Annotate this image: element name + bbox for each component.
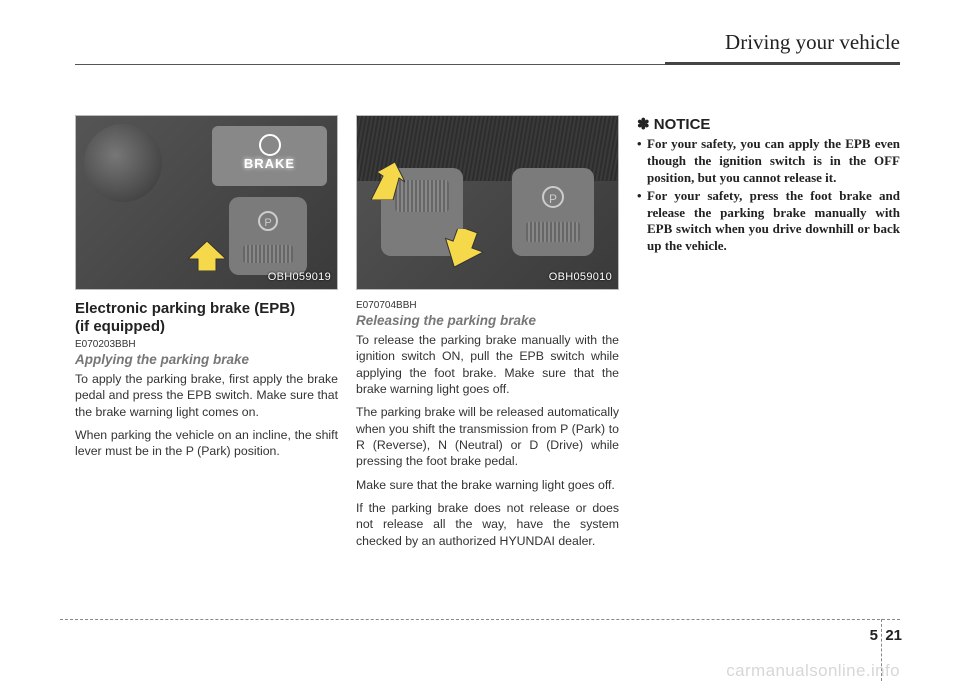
figure-label: OBH059010 <box>549 271 612 283</box>
doc-code: E070704BBH <box>356 300 619 311</box>
page-number: 21 <box>885 627 902 644</box>
subhead-release: Releasing the parking brake <box>356 313 619 328</box>
brake-light-icon <box>259 134 281 156</box>
notice-mark-icon: ✽ <box>637 116 650 133</box>
figure-epb-release: P OBH059010 <box>356 115 619 290</box>
content-columns: BRAKE P OBH059019 Electronic parking bra… <box>75 115 900 556</box>
body-text: If the parking brake does not release or… <box>356 500 619 549</box>
heading-epb: Electronic parking brake (EPB) <box>75 300 338 317</box>
bullet-icon: • <box>637 136 647 187</box>
page-number-section: 5 <box>870 627 878 644</box>
subhead-apply: Applying the parking brake <box>75 352 338 367</box>
epb-switch-right: P <box>512 168 594 256</box>
notice-text: For your safety, you can apply the EPB e… <box>647 136 900 187</box>
figure-epb-apply: BRAKE P OBH059019 <box>75 115 338 290</box>
notice-bullet: • For your safety, you can apply the EPB… <box>637 136 900 187</box>
body-text: When parking the vehicle on an incline, … <box>75 427 338 460</box>
footer-dotted-rule <box>60 619 900 620</box>
page-footer: 5 21 carmanualsonline.info <box>0 619 960 689</box>
column-1: BRAKE P OBH059019 Electronic parking bra… <box>75 115 338 556</box>
brake-warning-inset: BRAKE <box>212 126 327 186</box>
column-2: P OBH059010 E070704BBH Releasing the par… <box>356 115 619 556</box>
header-rule-thick <box>665 62 900 65</box>
body-text: The parking brake will be released autom… <box>356 404 619 469</box>
page-header: Driving your vehicle <box>75 30 900 80</box>
switch-grip <box>526 222 580 242</box>
switch-grip <box>243 245 293 263</box>
heading-epb-2: (if equipped) <box>75 318 338 335</box>
notice-label: NOTICE <box>654 116 711 133</box>
notice-text: For your safety, press the foot brake an… <box>647 188 900 256</box>
body-text: To release the parking brake manually wi… <box>356 332 619 397</box>
watermark: carmanualsonline.info <box>726 661 900 681</box>
figure-label: OBH059019 <box>268 271 331 283</box>
body-text: To apply the parking brake, first apply … <box>75 371 338 420</box>
p-icon: P <box>258 211 278 231</box>
column-3: ✽ NOTICE • For your safety, you can appl… <box>637 115 900 556</box>
notice-bullet: • For your safety, press the foot brake … <box>637 188 900 256</box>
notice-heading: ✽ NOTICE <box>637 115 900 133</box>
p-icon: P <box>542 186 564 208</box>
arrow-pull-icon <box>365 160 405 200</box>
arrow-up-icon <box>188 241 226 271</box>
body-text: Make sure that the brake warning light g… <box>356 477 619 493</box>
epb-switch-graphic: P <box>229 197 307 275</box>
doc-code: E070203BBH <box>75 339 338 350</box>
arrow-down-icon <box>443 229 483 269</box>
brake-text: BRAKE <box>212 156 327 171</box>
steering-wheel-graphic <box>84 124 162 202</box>
section-title: Driving your vehicle <box>725 30 900 55</box>
bullet-icon: • <box>637 188 647 256</box>
page: Driving your vehicle BRAKE P OBH <box>0 0 960 689</box>
